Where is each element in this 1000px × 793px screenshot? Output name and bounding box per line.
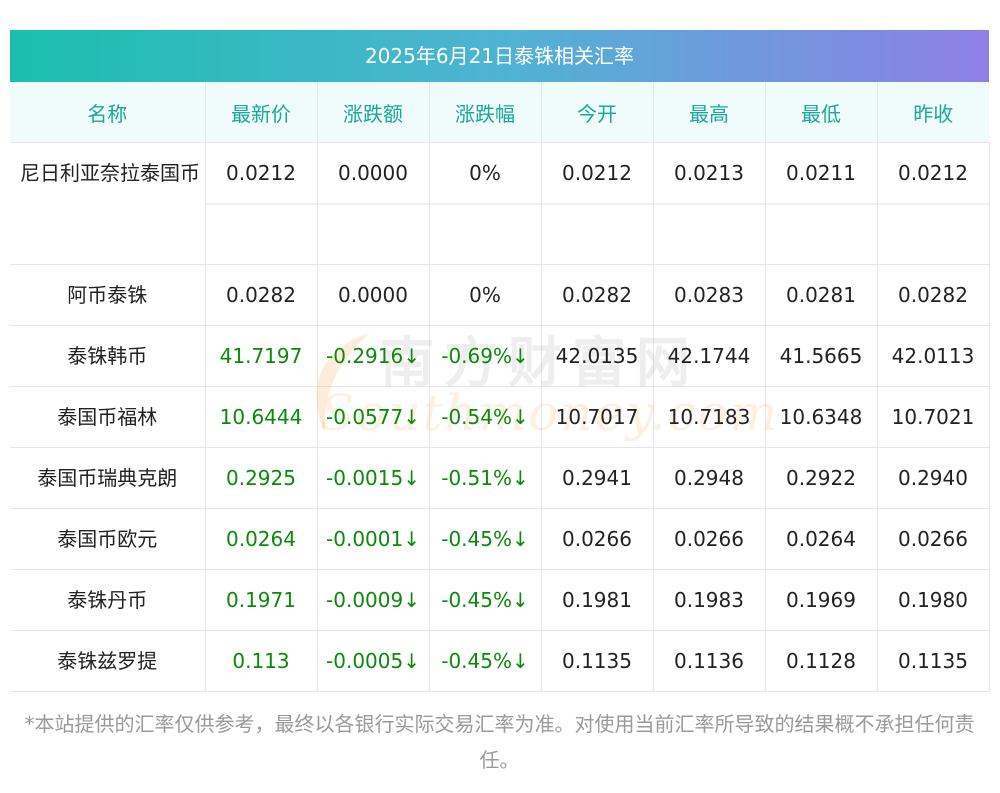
high-cell: 0.0283 — [653, 264, 766, 326]
high-cell: 0.1136 — [653, 630, 766, 692]
prev-cell: 0.0282 — [877, 264, 990, 326]
rate-panel: 2025年6月21日泰铢相关汇率 名称 最新价 涨跌额 涨跌幅 今开 最高 最低… — [10, 30, 990, 692]
latest-cell: 10.6444 — [205, 386, 318, 448]
prev-cell: 42.0113 — [877, 325, 990, 387]
table-row: 泰国币瑞典克朗 0.2925 -0.0015↓ -0.51%↓ 0.2941 0.2948… — [10, 447, 990, 509]
table-row: 泰铢丹币 0.1971 -0.0009↓ -0.45%↓ 0.1981 0.1983 0.1… — [10, 569, 990, 631]
table-row: 泰铢兹罗提 0.113 -0.0005↓ -0.45%↓ 0.1135 0.1136 0.1… — [10, 630, 990, 692]
currency-name-cell: 泰铢韩币 — [10, 325, 206, 387]
high-cell: 0.0266 — [653, 508, 766, 570]
change-cell: 0.0000 — [317, 264, 430, 326]
open-cell: 10.7017 — [541, 386, 654, 448]
table-row: 泰国币福林 10.6444 -0.0577↓ -0.54%↓ 10.7017 10.718… — [10, 386, 990, 448]
column-header-open: 今开 — [541, 82, 654, 143]
pct-cell: -0.54%↓ — [429, 386, 542, 448]
latest-cell: 41.7197 — [205, 325, 318, 387]
change-cell: -0.2916↓ — [317, 325, 430, 387]
prev-cell: 0.2940 — [877, 447, 990, 509]
low-cell: 0.1969 — [765, 569, 878, 631]
prev-cell: 10.7021 — [877, 386, 990, 448]
prev-cell: 0.1135 — [877, 630, 990, 692]
disclaimer: *本站提供的汇率仅供参考，最终以各银行实际交易汇率为准。对使用当前汇率所导致的结… — [24, 712, 975, 772]
column-header-change: 涨跌额 — [317, 82, 430, 143]
latest-cell: 0.1971 — [205, 569, 318, 631]
open-cell: 0.1981 — [541, 569, 654, 631]
latest-cell: 0.113 — [205, 630, 318, 692]
column-header-pct: 涨跌幅 — [429, 82, 542, 143]
change-cell: -0.0577↓ — [317, 386, 430, 448]
currency-name-cell: 泰铢丹币 — [10, 569, 206, 631]
change-cell: -0.0005↓ — [317, 630, 430, 692]
prev-cell: 0.0212 — [877, 142, 990, 265]
pct-cell: -0.69%↓ — [429, 325, 542, 387]
table-row: 尼日利亚奈拉泰国币 0.0212 0.0000 0% 0.0212 0.0213 0.021… — [10, 142, 990, 265]
high-cell: 0.2948 — [653, 447, 766, 509]
currency-name-cell: 泰国币欧元 — [10, 508, 206, 570]
latest-cell: 0.2925 — [205, 447, 318, 509]
open-cell: 0.0266 — [541, 508, 654, 570]
rate-table: 名称 最新价 涨跌额 涨跌幅 今开 最高 最低 昨收 尼日利亚奈拉泰国币 0.02… — [10, 82, 990, 692]
prev-cell: 0.0266 — [877, 508, 990, 570]
open-cell: 42.0135 — [541, 325, 654, 387]
table-row: 泰国币欧元 0.0264 -0.0001↓ -0.45%↓ 0.0266 0.0266 0.… — [10, 508, 990, 570]
currency-name-cell: 泰国币福林 — [10, 386, 206, 448]
high-cell: 0.1983 — [653, 569, 766, 631]
table-row: 泰铢韩币 41.7197 -0.2916↓ -0.69%↓ 42.0135 42.1744… — [10, 325, 990, 387]
page-title: 2025年6月21日泰铢相关汇率 — [10, 30, 989, 82]
currency-name-cell: 阿币泰铢 — [10, 264, 206, 326]
low-cell: 0.2922 — [765, 447, 878, 509]
prev-cell: 0.1980 — [877, 569, 990, 631]
column-header-low: 最低 — [765, 82, 878, 143]
currency-name-cell: 泰国币瑞典克朗 — [10, 447, 206, 509]
change-cell: 0.0000 — [317, 142, 430, 265]
open-cell: 0.1135 — [541, 630, 654, 692]
low-cell: 0.0211 — [765, 142, 878, 265]
change-cell: -0.0015↓ — [317, 447, 430, 509]
pct-cell: -0.51%↓ — [429, 447, 542, 509]
latest-cell: 0.0212 — [205, 142, 318, 265]
column-header-latest: 最新价 — [205, 82, 318, 143]
change-cell: -0.0009↓ — [317, 569, 430, 631]
low-cell: 0.0281 — [765, 264, 878, 326]
pct-cell: 0% — [429, 264, 542, 326]
latest-cell: 0.0264 — [205, 508, 318, 570]
pct-cell: -0.45%↓ — [429, 630, 542, 692]
change-cell: -0.0001↓ — [317, 508, 430, 570]
pct-cell: -0.45%↓ — [429, 508, 542, 570]
currency-name-cell: 尼日利亚奈拉泰国币 — [10, 142, 206, 265]
low-cell: 10.6348 — [765, 386, 878, 448]
latest-cell: 0.0282 — [205, 264, 318, 326]
column-header-high: 最高 — [653, 82, 766, 143]
low-cell: 0.1128 — [765, 630, 878, 692]
low-cell: 0.0264 — [765, 508, 878, 570]
low-cell: 41.5665 — [765, 325, 878, 387]
open-cell: 0.0282 — [541, 264, 654, 326]
table-header-row: 名称 最新价 涨跌额 涨跌幅 今开 最高 最低 昨收 — [10, 82, 989, 143]
currency-name-cell: 泰铢兹罗提 — [10, 630, 206, 692]
table-row: 阿币泰铢 0.0282 0.0000 0% 0.0282 0.0283 0.0281 0.02… — [10, 264, 990, 326]
high-cell: 0.0213 — [653, 142, 766, 265]
open-cell: 0.0212 — [541, 142, 654, 265]
pct-cell: 0% — [429, 142, 542, 265]
pct-cell: -0.45%↓ — [429, 569, 542, 631]
column-header-name: 名称 — [10, 82, 206, 143]
open-cell: 0.2941 — [541, 447, 654, 509]
column-header-prev: 昨收 — [877, 82, 989, 143]
high-cell: 42.1744 — [653, 325, 766, 387]
high-cell: 10.7183 — [653, 386, 766, 448]
